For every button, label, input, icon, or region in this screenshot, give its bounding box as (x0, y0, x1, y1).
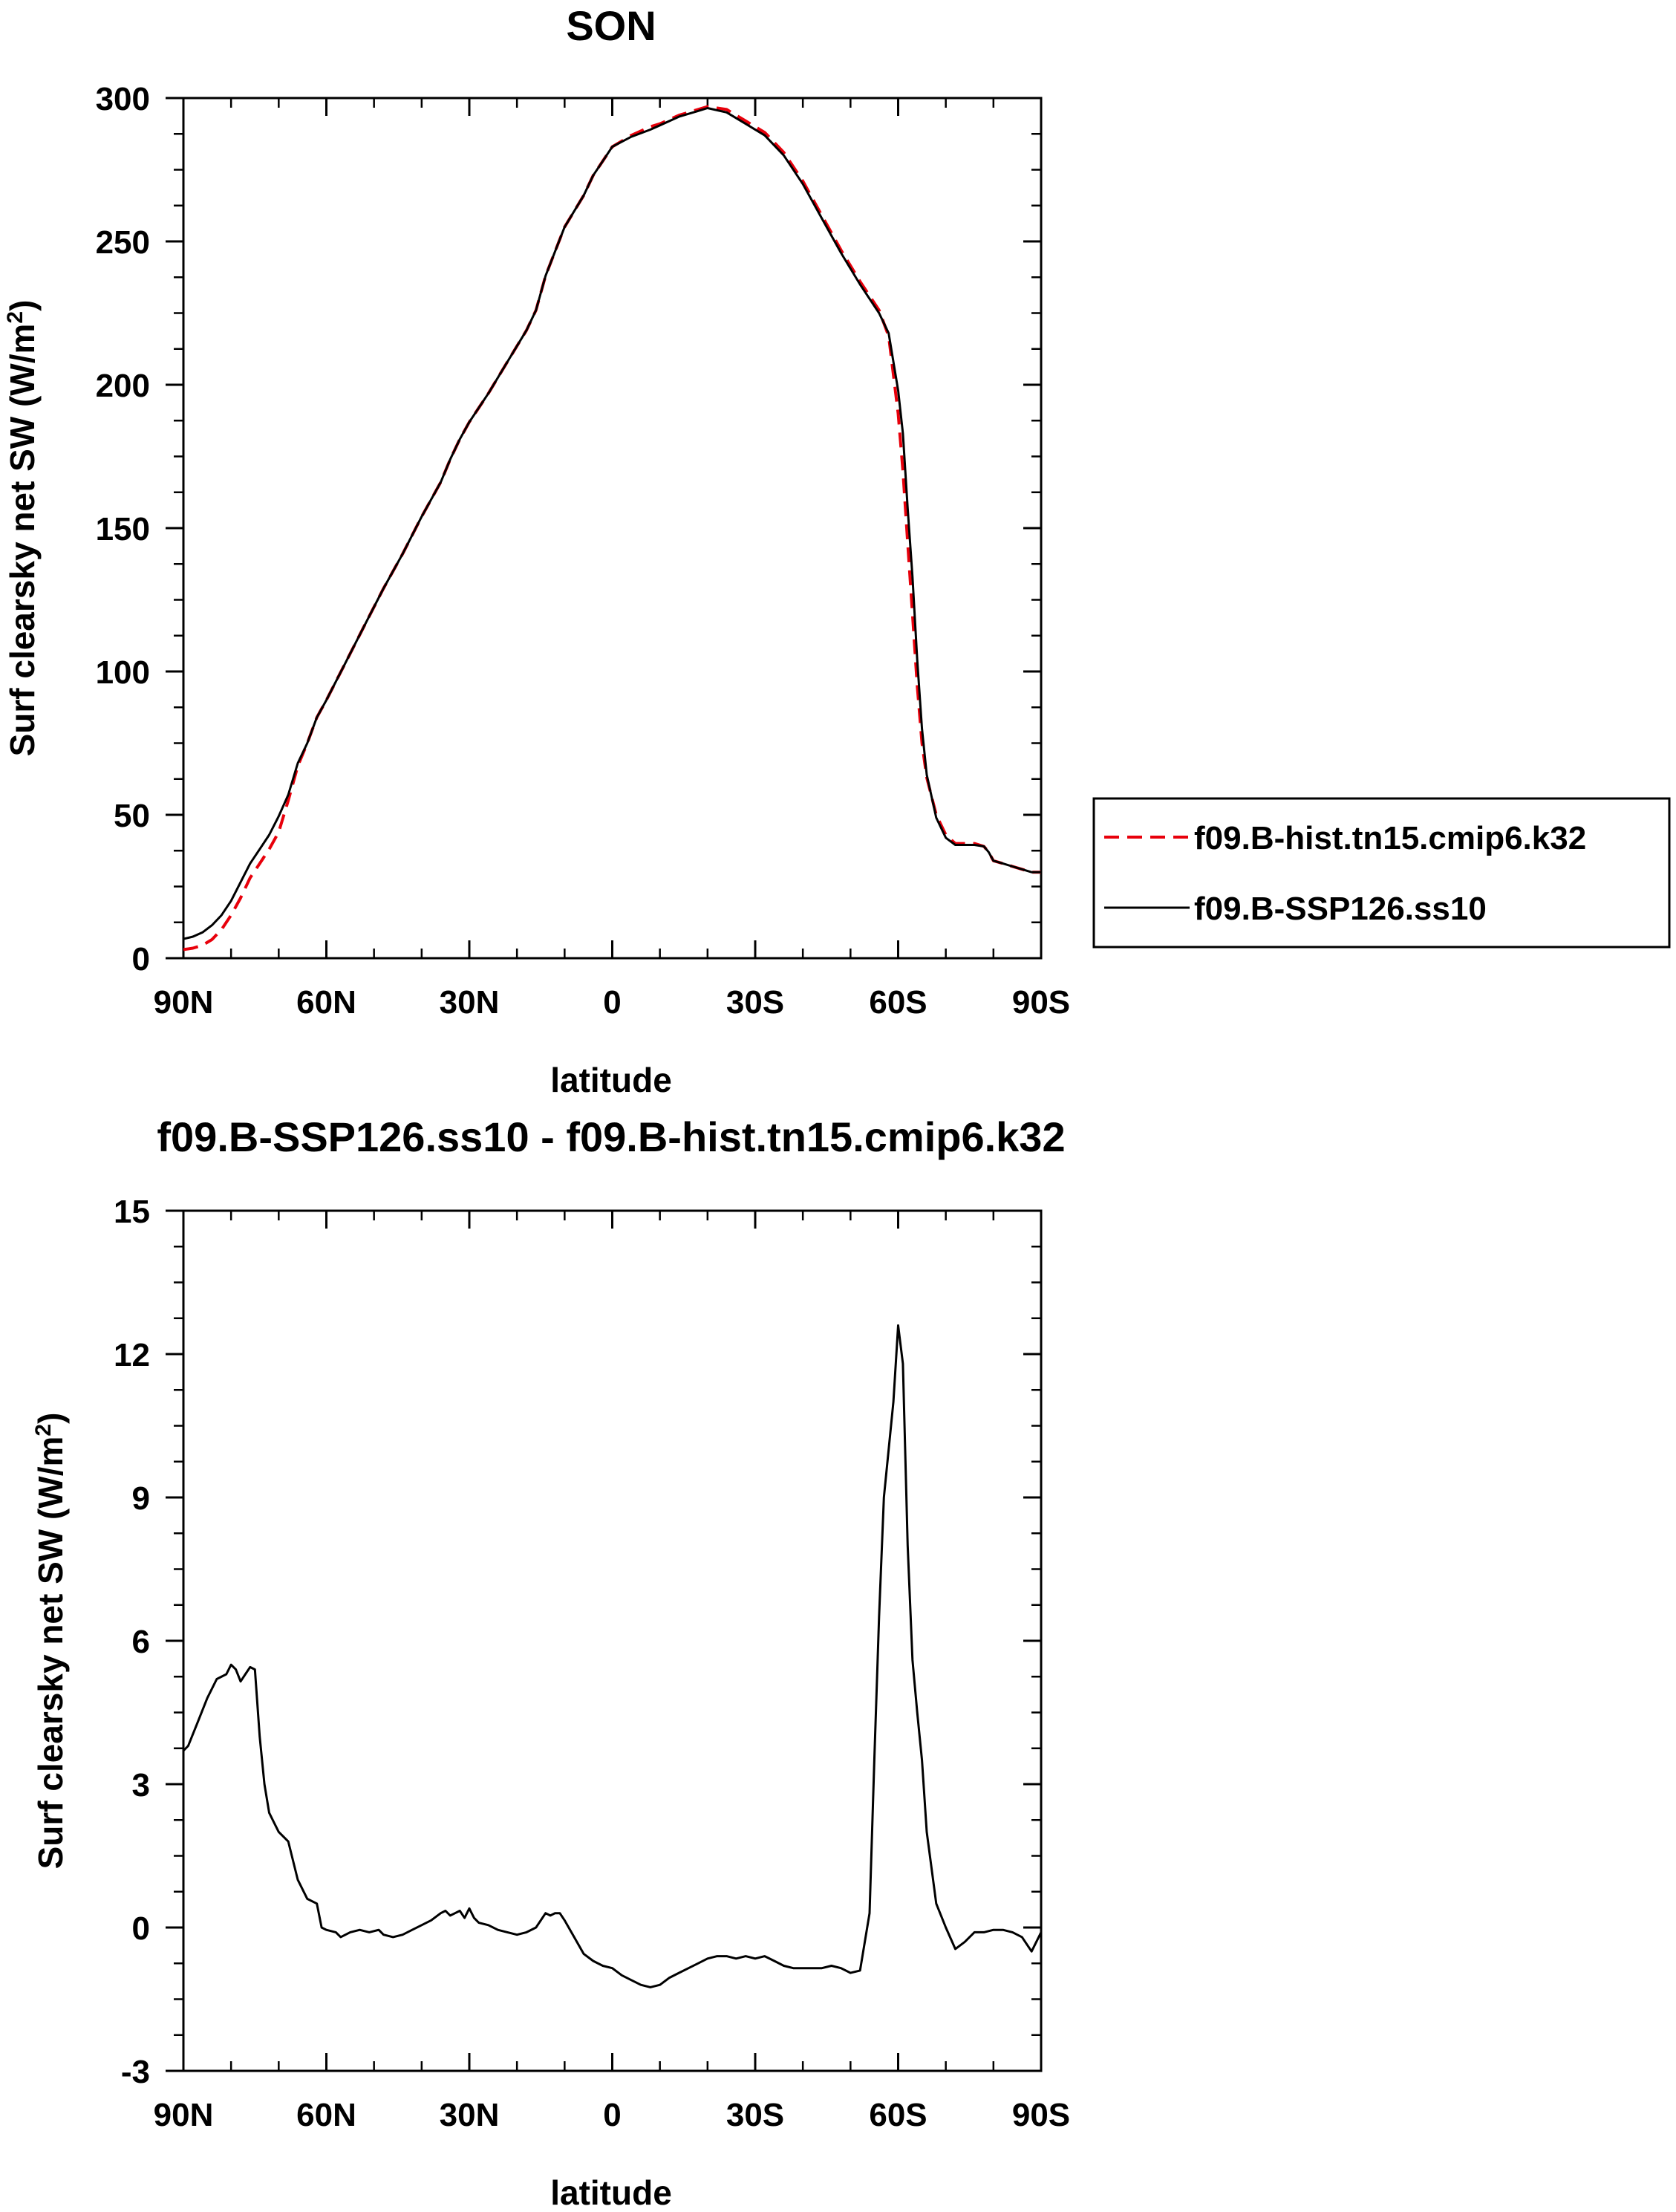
bottom-y-tick-label: -3 (121, 2054, 150, 2090)
bottom-y-tick-label: 3 (132, 1767, 150, 1803)
top-y-axis-label: Surf clearsky net SW (W/m2) (3, 300, 42, 757)
top-y-axis-label-superscript: 2 (3, 311, 27, 324)
legend: f09.B-hist.tn15.cmip6.k32 f09.B-SSP126.s… (1092, 797, 1671, 949)
bottom-series-line-0 (182, 1324, 1043, 1988)
bottom-y-axis: -3 0 3 6 9 12 15 (114, 1194, 1041, 2090)
bottom-y-axis-label-superscript: 2 (31, 1424, 56, 1437)
bottom-y-tick-label: 6 (132, 1624, 150, 1660)
top-x-tick-label: 30S (726, 984, 784, 1021)
bottom-y-tick-label: 15 (114, 1194, 150, 1230)
top-series-line-0 (183, 105, 1041, 952)
legend-label-hist: f09.B-hist.tn15.cmip6.k32 (1194, 820, 1586, 856)
top-x-tick-label: 30N (440, 984, 500, 1021)
top-y-tick-label: 300 (96, 81, 150, 117)
bottom-y-tick-label: 0 (132, 1910, 150, 1947)
top-x-tick-label: 90S (1012, 984, 1070, 1021)
top-x-axis: 90N 60N 30N 0 30S 60S 90S (154, 98, 1070, 1021)
top-plot-frame (182, 97, 1043, 960)
top-series-group (183, 105, 1041, 952)
bottom-x-tick-label: 90S (1012, 2097, 1070, 2133)
bottom-x-axis: 90N 60N 30N 0 30S 60S 90S (154, 1211, 1070, 2133)
bottom-y-tick-label: 9 (132, 1480, 150, 1517)
bottom-y-axis-label-suffix: ) (31, 1413, 70, 1424)
top-x-axis-label: latitude (550, 1061, 672, 1099)
bottom-x-tick-label: 60N (296, 2097, 356, 2133)
bottom-x-tick-label: 0 (603, 2097, 621, 2133)
bottom-x-axis-label: latitude (550, 2173, 672, 2212)
top-x-tick-label: 60S (869, 984, 927, 1021)
bottom-chart-panel: f09.B-SSP126.ss10 - f09.B-hist.tn15.cmip… (31, 1113, 1070, 2212)
top-chart-title: SON (566, 2, 656, 49)
top-x-tick-label: 90N (154, 984, 214, 1021)
top-y-tick-label: 150 (96, 511, 150, 547)
top-series-line-1 (183, 107, 1041, 940)
top-y-tick-label: 100 (96, 654, 150, 691)
bottom-x-tick-label: 60S (869, 2097, 927, 2133)
bottom-x-tick-label: 30S (726, 2097, 784, 2133)
legend-box (1092, 797, 1671, 949)
top-y-axis-label-suffix: ) (3, 300, 42, 311)
bottom-x-tick-label: 30N (440, 2097, 500, 2133)
bottom-y-tick-label: 12 (114, 1337, 150, 1373)
bottom-y-axis-label-text: Surf clearsky net SW (W/m (31, 1437, 70, 1870)
bottom-y-axis-label: Surf clearsky net SW (W/m2) (31, 1413, 70, 1870)
top-y-tick-label: 50 (114, 798, 150, 834)
bottom-chart-title: f09.B-SSP126.ss10 - f09.B-hist.tn15.cmip… (157, 1113, 1065, 1160)
top-chart-panel: SON 90N 60N 30N 0 30S 60S 90S 0 50 100 150 200 250 3… (3, 2, 1671, 1099)
bottom-x-tick-label: 90N (154, 2097, 214, 2133)
top-y-tick-label: 250 (96, 224, 150, 261)
top-y-tick-label: 200 (96, 368, 150, 404)
top-y-axis: 0 50 100 150 200 250 300 (96, 81, 1041, 977)
bottom-series-group (182, 1324, 1043, 1988)
top-x-tick-label: 0 (603, 984, 621, 1021)
legend-label-ssp126: f09.B-SSP126.ss10 (1194, 891, 1487, 927)
top-y-tick-label: 0 (132, 941, 150, 977)
top-x-tick-label: 60N (296, 984, 356, 1021)
top-y-axis-label-text: Surf clearsky net SW (W/m (3, 324, 42, 757)
